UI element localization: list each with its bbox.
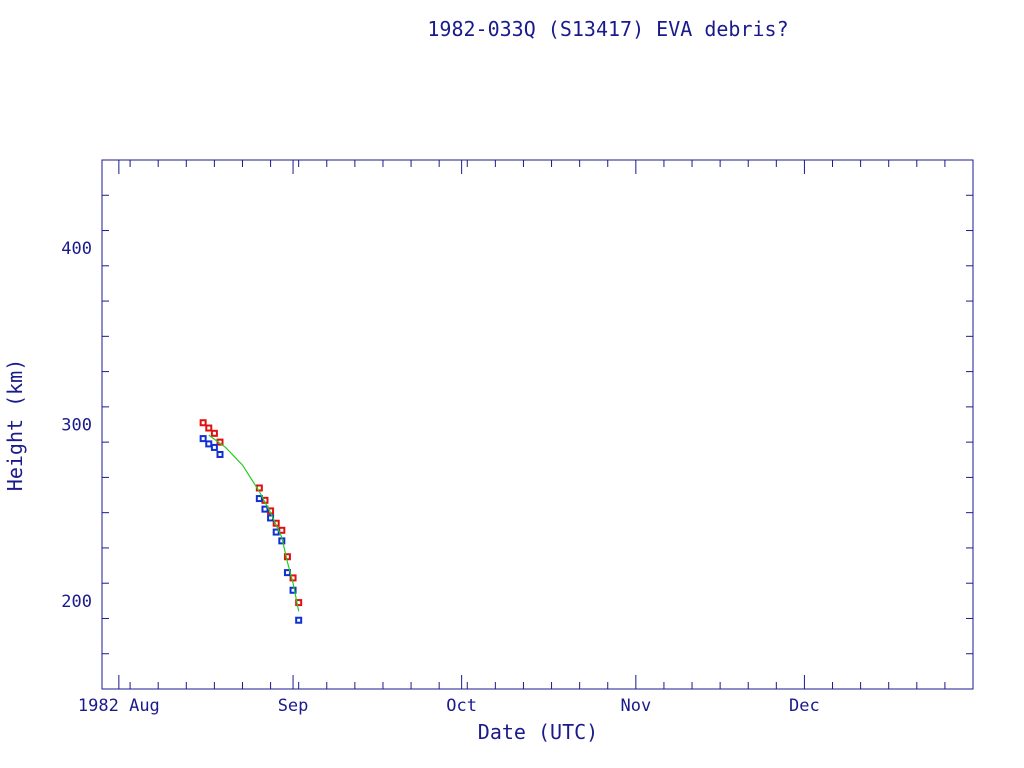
- plot-frame: [101, 159, 974, 690]
- perigee-point: [205, 440, 213, 448]
- perigee-point: [210, 443, 218, 451]
- apogee-point: [199, 419, 207, 427]
- x-tick-label: Nov: [620, 696, 651, 716]
- y-axis-label: Height (km): [3, 359, 27, 491]
- perigee-point: [216, 450, 224, 458]
- perigee-point: [272, 528, 280, 536]
- data-series: [199, 419, 303, 624]
- fit-line: [208, 434, 300, 612]
- apogee-point: [210, 429, 218, 437]
- x-tick-label: Sep: [278, 696, 309, 716]
- perigee-point: [295, 616, 303, 624]
- chart-title: 1982-033Q (S13417) EVA debris?: [427, 17, 788, 41]
- apogee-point: [283, 553, 291, 561]
- axis-ticks: [101, 159, 974, 690]
- y-tick-label: 400: [61, 239, 92, 259]
- x-tick-label: 1982 Aug: [78, 696, 160, 716]
- apogee-point: [278, 526, 286, 534]
- y-tick-label: 300: [61, 416, 92, 436]
- x-axis-label: Date (UTC): [478, 720, 598, 744]
- apogee-point: [289, 574, 297, 582]
- x-tick-label: Oct: [446, 696, 477, 716]
- y-tick-label: 200: [61, 592, 92, 612]
- perigee-point: [261, 505, 269, 513]
- perigee-point: [289, 586, 297, 594]
- apogee-point: [295, 599, 303, 607]
- perigee-point: [199, 435, 207, 443]
- x-tick-label: Dec: [789, 696, 820, 716]
- tick-labels: 200 300 400 1982 Aug Sep Oct Nov Dec: [61, 239, 819, 716]
- perigee-point: [255, 495, 263, 503]
- apogee-point: [205, 424, 213, 432]
